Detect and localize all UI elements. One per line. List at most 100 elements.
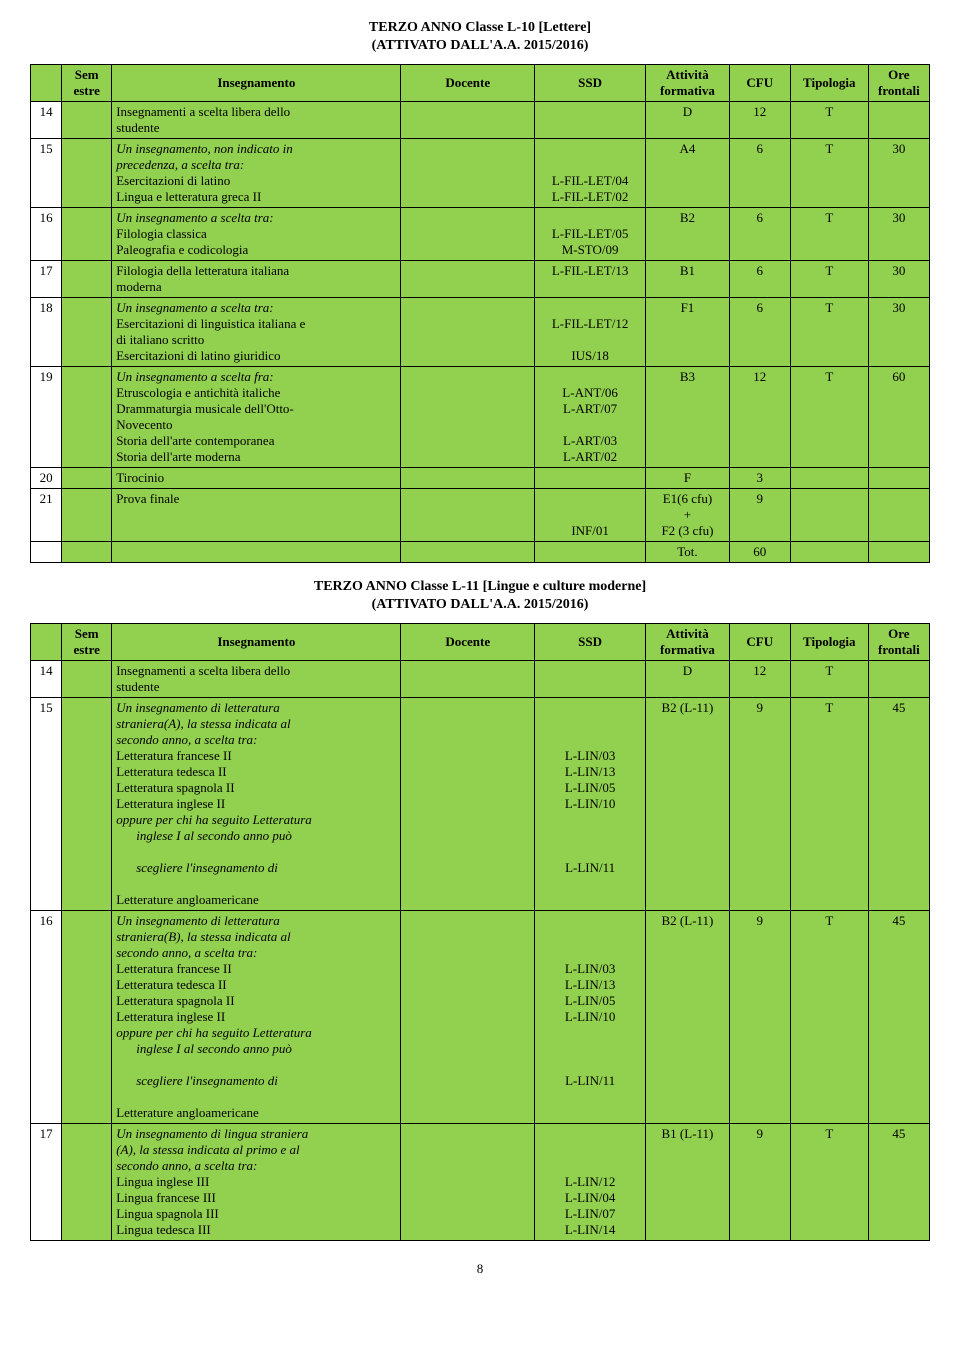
row-number: 17: [31, 1124, 62, 1241]
cell-sem: [62, 208, 112, 261]
cell-docente: [401, 661, 535, 698]
cell-attivita: B2 (L-11): [646, 698, 729, 911]
cell-ssd: L-ANT/06L-ART/07L-ART/03L-ART/02: [534, 367, 645, 468]
cell-docente: [401, 139, 535, 208]
cell-ssd: L-FIL-LET/12IUS/18: [534, 298, 645, 367]
cell-cfu: 3: [729, 468, 790, 489]
cell-cfu: 12: [729, 367, 790, 468]
col-sem: Semestre: [62, 624, 112, 661]
row-number: 14: [31, 661, 62, 698]
cell-sem: [62, 298, 112, 367]
cell-cfu: 6: [729, 139, 790, 208]
table-l10-body: 14 Insegnamenti a scelta libera dellostud…: [31, 102, 930, 563]
cell-ore: [868, 661, 929, 698]
title-l10: TERZO ANNO Classe L-10 [Lettere]: [30, 20, 930, 36]
cell-insegnamento: Un insegnamento, non indicato inpreceden…: [112, 139, 401, 208]
col-tip: Tipologia: [790, 65, 868, 102]
col-blank: [31, 65, 62, 102]
cell-cfu: 9: [729, 911, 790, 1124]
cell-attivita: F1: [646, 298, 729, 367]
cell-insegnamento: Insegnamenti a scelta libera dellostuden…: [112, 102, 401, 139]
table-l10: Semestre Insegnamento Docente SSD Attivi…: [30, 64, 930, 563]
cell-docente: [401, 367, 535, 468]
cell-ssd: L-FIL-LET/13: [534, 261, 645, 298]
cell-ore: 45: [868, 911, 929, 1124]
cell-attivita: B1 (L-11): [646, 1124, 729, 1241]
cell-insegnamento: Un insegnamento a scelta tra:Filologia c…: [112, 208, 401, 261]
table-row: 16Un insegnamento di letteraturastranier…: [31, 911, 930, 1124]
cell-insegnamento: Un insegnamento di lingua straniera(A), …: [112, 1124, 401, 1241]
row-number: 16: [31, 911, 62, 1124]
cell-attivita: D: [646, 661, 729, 698]
cell-ore: 45: [868, 698, 929, 911]
row-number: 15: [31, 139, 62, 208]
col-ins: Insegnamento: [112, 65, 401, 102]
table-row: 21Prova finaleINF/01E1(6 cfu)+F2 (3 cfu)…: [31, 489, 930, 542]
row-number: 21: [31, 489, 62, 542]
cell-cfu: 12: [729, 102, 790, 139]
cell-cfu: 12: [729, 661, 790, 698]
cell-tipologia: T: [790, 911, 868, 1124]
cell-ssd: [534, 102, 645, 139]
cell-tipologia: T: [790, 367, 868, 468]
col-att: Attivitàformativa: [646, 624, 729, 661]
col-doc: Docente: [401, 65, 535, 102]
table-row: 20TirocinioF3: [31, 468, 930, 489]
cell-sem: [62, 911, 112, 1124]
cell-tipologia: [790, 468, 868, 489]
cell-sem: [62, 661, 112, 698]
cell-docente: [401, 911, 535, 1124]
cell-attivita: D: [646, 102, 729, 139]
cell-tipologia: T: [790, 261, 868, 298]
cell-ore: 30: [868, 261, 929, 298]
table-l11-head: Semestre Insegnamento Docente SSD Attivi…: [31, 624, 930, 661]
cell-attivita: F: [646, 468, 729, 489]
total-cfu: 60: [729, 542, 790, 563]
col-cfu: CFU: [729, 624, 790, 661]
cell-ore: 30: [868, 208, 929, 261]
cell-docente: [401, 298, 535, 367]
cell-attivita: A4: [646, 139, 729, 208]
cell-attivita: B2 (L-11): [646, 911, 729, 1124]
row-number: 18: [31, 298, 62, 367]
cell-cfu: 9: [729, 489, 790, 542]
cell-ore: 45: [868, 1124, 929, 1241]
col-ore: Orefrontali: [868, 65, 929, 102]
cell-sem: [62, 698, 112, 911]
cell-docente: [401, 489, 535, 542]
cell-cfu: 6: [729, 298, 790, 367]
col-sem: Semestre: [62, 65, 112, 102]
cell-ssd: [534, 468, 645, 489]
cell-sem: [62, 261, 112, 298]
table-row: 19 Un insegnamento a scelta fra:Etruscolo…: [31, 367, 930, 468]
cell-cfu: 9: [729, 698, 790, 911]
cell-tipologia: T: [790, 102, 868, 139]
table-l10-head: Semestre Insegnamento Docente SSD Attivi…: [31, 65, 930, 102]
row-number: 16: [31, 208, 62, 261]
cell-attivita: B2: [646, 208, 729, 261]
cell-sem: [62, 102, 112, 139]
cell-cfu: 6: [729, 208, 790, 261]
cell-insegnamento: Un insegnamento a scelta tra:Esercitazio…: [112, 298, 401, 367]
cell-docente: [401, 102, 535, 139]
cell-insegnamento: Prova finale: [112, 489, 401, 542]
table-row: 17Filologia della letteratura italianamo…: [31, 261, 930, 298]
cell-ore: [868, 489, 929, 542]
cell-tipologia: T: [790, 698, 868, 911]
subtitle-l11: (ATTIVATO DALL'A.A. 2015/2016): [30, 597, 930, 613]
row-number: 17: [31, 261, 62, 298]
cell-attivita: B3: [646, 367, 729, 468]
table-l11-body: 14Insegnamenti a scelta libera dellostud…: [31, 661, 930, 1241]
col-tip: Tipologia: [790, 624, 868, 661]
row-number: 14: [31, 102, 62, 139]
cell-tipologia: T: [790, 139, 868, 208]
cell-ore: [868, 468, 929, 489]
cell-ore: 30: [868, 298, 929, 367]
cell-ssd: L-LIN/03L-LIN/13L-LIN/05L-LIN/10L-LIN/11: [534, 698, 645, 911]
cell-tipologia: T: [790, 298, 868, 367]
cell-docente: [401, 1124, 535, 1241]
cell-sem: [62, 489, 112, 542]
cell-insegnamento: Un insegnamento a scelta fra:Etruscologi…: [112, 367, 401, 468]
cell-docente: [401, 698, 535, 911]
row-number: 19: [31, 367, 62, 468]
